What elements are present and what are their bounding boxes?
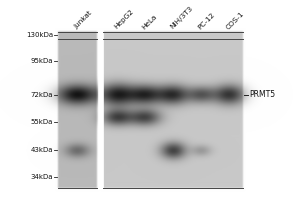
Text: 72kDa: 72kDa	[31, 92, 53, 98]
Text: 34kDa: 34kDa	[31, 174, 53, 180]
Text: Junkat: Junkat	[73, 10, 93, 30]
Text: COS-1: COS-1	[225, 10, 245, 30]
Text: PRMT5: PRMT5	[249, 90, 275, 99]
Bar	[99, 32, 102, 188]
Text: 43kDa: 43kDa	[31, 147, 53, 153]
Text: 55kDa: 55kDa	[31, 119, 53, 125]
Text: 95kDa: 95kDa	[31, 58, 53, 64]
Text: PC-12: PC-12	[197, 11, 216, 30]
Text: HepG2: HepG2	[113, 8, 135, 30]
Text: HeLa: HeLa	[141, 13, 158, 30]
Text: 130kDa: 130kDa	[26, 32, 53, 38]
Text: NIH/3T3: NIH/3T3	[169, 5, 194, 30]
